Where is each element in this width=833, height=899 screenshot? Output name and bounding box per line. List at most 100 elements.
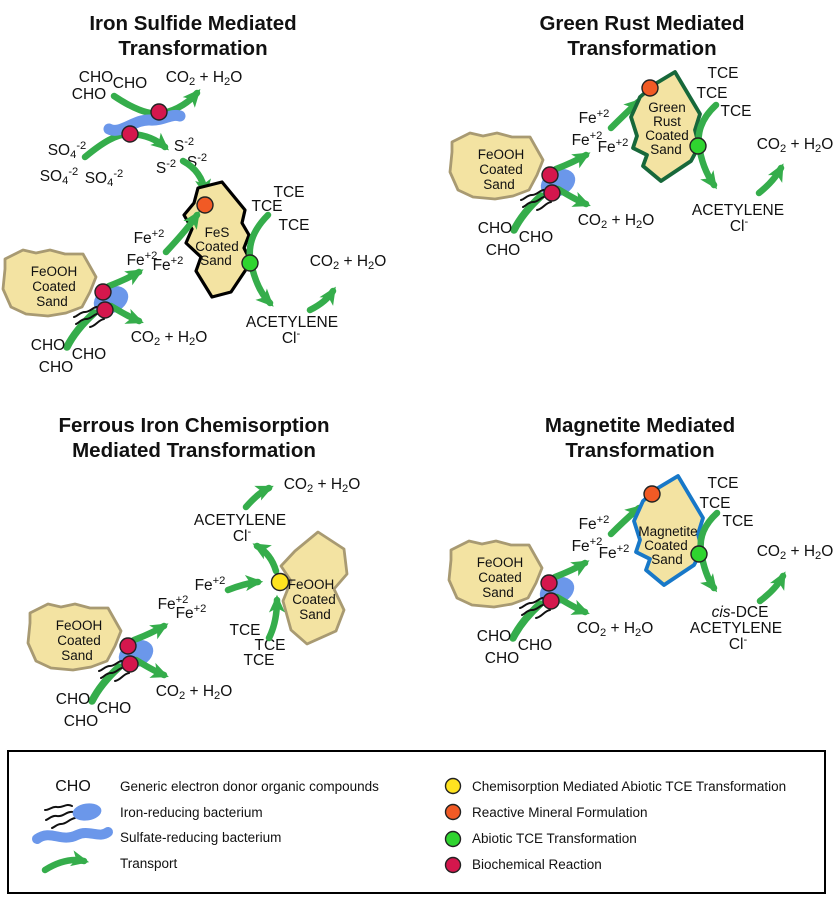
flagella-icon	[51, 817, 76, 829]
label-cho: CHO	[97, 700, 131, 717]
feooh-sand-label: Coated	[479, 162, 523, 177]
legend-label: Iron-reducing bacterium	[120, 805, 263, 820]
label-cho: CHO	[56, 691, 90, 708]
fes-sand-label: Coated	[195, 239, 239, 254]
biochemical-reaction-dot	[119, 637, 137, 655]
magnetite-sand-label: Magnetite	[638, 524, 697, 539]
green-rust-sand-label: Rust	[653, 114, 681, 129]
flagella-icon	[89, 318, 105, 328]
feooh-sand-label: Sand	[483, 177, 515, 192]
donor-cluster: FeOOH Coated Sand CHO CHO CHO CO2 + H2O	[447, 539, 654, 667]
label-cho: CHO	[477, 628, 511, 645]
label-so4: SO4-2	[48, 140, 87, 161]
label-acetylene: ACETYLENE	[690, 620, 782, 637]
abiotic-tce-dot	[241, 254, 259, 272]
biochemical-reaction-dot	[540, 574, 558, 592]
label-co2-h2o: CO2 + H2O	[310, 253, 387, 272]
label-tce: TCE	[708, 475, 739, 492]
label-cho: CHO	[478, 220, 512, 237]
label-fe2: Fe+2	[153, 255, 184, 274]
label-cl: Cl-	[730, 216, 749, 235]
panel-title: Transformation	[565, 439, 714, 462]
flagella-icon	[520, 188, 547, 201]
fes-sand-label: Sand	[200, 253, 232, 268]
label-fe2: Fe+2	[195, 575, 226, 594]
abiotic-tce-dot-icon	[444, 830, 462, 848]
transport-arrow-to-co2	[554, 185, 591, 208]
label-acetylene: ACETYLENE	[194, 512, 286, 529]
label-tce: TCE	[274, 184, 305, 201]
legend-label: Transport	[120, 856, 178, 871]
label-fe2: Fe+2	[598, 137, 629, 156]
label-cho: CHO	[113, 75, 147, 92]
label-fe2: Fe+2	[579, 108, 610, 127]
reactive-mineral-dot-icon	[444, 803, 462, 821]
abiotic-tce-dot	[689, 137, 707, 155]
transport-arrow-products-to-co2	[756, 571, 787, 605]
transport-arrow-to-fe2	[551, 559, 590, 581]
label-co2-h2o: CO2 + H2O	[757, 136, 833, 155]
legend-box	[7, 750, 826, 894]
feooh-coated-sand-shape	[448, 131, 545, 201]
label-fe2: Fe+2	[134, 228, 165, 247]
label-acetylene: ACETYLENE	[246, 314, 338, 331]
transport-arrow-cho-to-bacterium	[63, 309, 98, 351]
biochemical-reaction-dot	[150, 103, 168, 121]
label-co2-h2o: CO2 + H2O	[156, 683, 233, 702]
label-fe2: Fe+2	[127, 250, 158, 269]
label-fe2: Fe+2	[158, 594, 189, 613]
panel-title: Transformation	[118, 37, 267, 60]
magnetite-sand-label: Coated	[644, 538, 688, 553]
feooh-coated-sand-shape	[1, 248, 98, 318]
legend-label: Abiotic TCE Transformation	[472, 831, 637, 846]
transport-arrow-to-fe2	[552, 151, 591, 173]
feooh-sand-label: Sand	[36, 294, 68, 309]
fes-sand-label: FeS	[205, 225, 230, 240]
label-co2-h2o: CO2 + H2O	[166, 69, 243, 88]
label-fe2: Fe+2	[176, 603, 207, 622]
label-cho: CHO	[72, 86, 106, 103]
chemisorption-dot	[270, 572, 290, 592]
biochemical-reaction-dot-icon	[444, 856, 462, 874]
label-s2: S-2	[174, 136, 194, 155]
panel-ferrous-iron-chemisorption: Ferrous Iron Chemisorption Mediated Tran…	[26, 414, 360, 730]
biochemical-reaction-dot	[96, 301, 114, 319]
legend-label: Sulfate-reducing bacterium	[120, 830, 281, 845]
transport-arrow-acetylene-to-co2	[242, 484, 274, 511]
green-rust-coated-sand-shape	[629, 70, 702, 183]
feooh-sand-label: Sand	[299, 607, 331, 622]
feooh-sand-label: Coated	[32, 279, 76, 294]
panel-title: Iron Sulfide Mediated	[89, 12, 296, 35]
flagella-icon	[114, 672, 130, 682]
label-cl: Cl-	[282, 328, 301, 347]
flagella-icon	[522, 195, 549, 208]
green-rust-sand-label: Coated	[645, 128, 689, 143]
biochemical-reaction-dot	[542, 592, 560, 610]
feooh-coated-sand-shape	[447, 539, 544, 609]
legend-label: Generic electron donor organic compounds	[120, 779, 379, 794]
magnetite-sand-label: Sand	[651, 552, 683, 567]
green-rust-sand-label: Sand	[650, 142, 682, 157]
biochemical-reaction-dot	[94, 283, 112, 301]
flagella-icon	[521, 603, 548, 616]
feooh-sand-label: Sand	[61, 648, 93, 663]
label-tce: TCE	[230, 622, 261, 639]
donor-cluster: FeOOH Coated Sand CHO CHO CHO CO2 + H2O	[26, 602, 233, 730]
label-tce: TCE	[252, 198, 283, 215]
biochemical-reaction-dot	[543, 184, 561, 202]
flagella-icon	[73, 305, 100, 318]
label-co2-h2o: CO2 + H2O	[131, 329, 208, 348]
feooh-sand-label: Coated	[57, 633, 101, 648]
label-cho: CHO	[31, 337, 65, 354]
reactive-mineral-dot	[196, 196, 214, 214]
label-s2: S-2	[156, 158, 176, 177]
label-acetylene: ACETYLENE	[692, 202, 784, 219]
flagella-icon	[98, 659, 125, 672]
transport-arrow-to-co2	[553, 593, 590, 616]
chemisorption-dot-icon	[444, 777, 462, 795]
label-co2-h2o: CO2 + H2O	[577, 620, 654, 639]
flagella-icon	[44, 804, 73, 811]
transport-arrow-cho-to-bacterium	[510, 192, 545, 234]
reactive-mineral-dot	[643, 485, 661, 503]
flagella-icon	[75, 312, 102, 325]
